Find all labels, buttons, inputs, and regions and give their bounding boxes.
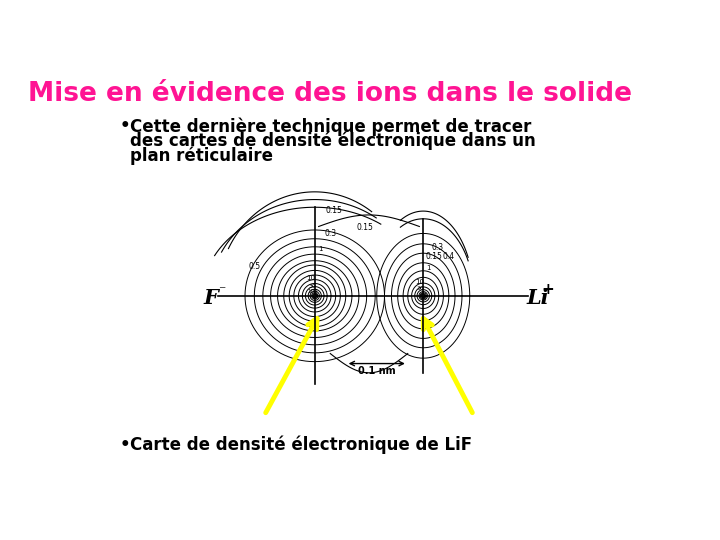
Text: •: • (120, 117, 130, 135)
Text: 30: 30 (308, 284, 316, 289)
Text: 1: 1 (319, 246, 323, 252)
Text: 100: 100 (307, 289, 318, 294)
Text: 0.1 nm: 0.1 nm (358, 366, 395, 376)
Text: des cartes de densité électronique dans un: des cartes de densité électronique dans … (130, 132, 536, 150)
Text: 0.3: 0.3 (324, 229, 336, 238)
Text: 0.15: 0.15 (325, 206, 343, 215)
Text: 0.15: 0.15 (426, 252, 443, 261)
Text: 0.15: 0.15 (356, 224, 374, 232)
Text: Carte de densité électronique de LiF: Carte de densité électronique de LiF (130, 436, 472, 455)
Text: •: • (120, 436, 130, 454)
Text: 0.5: 0.5 (248, 262, 261, 271)
Text: Mise en évidence des ions dans le solide: Mise en évidence des ions dans le solide (29, 81, 632, 107)
Text: ⁻: ⁻ (218, 284, 225, 298)
Text: 0.4: 0.4 (443, 252, 455, 261)
Text: 0.3: 0.3 (431, 242, 443, 252)
Text: Li: Li (526, 288, 549, 308)
Text: 1: 1 (426, 265, 431, 272)
Text: +: + (542, 282, 554, 297)
Text: 10: 10 (415, 279, 425, 285)
Text: plan réticulaire: plan réticulaire (130, 146, 274, 165)
Text: 30: 30 (416, 286, 424, 292)
Text: 10: 10 (307, 275, 315, 281)
Text: F: F (203, 288, 218, 308)
Text: Cette dernière technique permet de tracer: Cette dernière technique permet de trace… (130, 117, 531, 136)
